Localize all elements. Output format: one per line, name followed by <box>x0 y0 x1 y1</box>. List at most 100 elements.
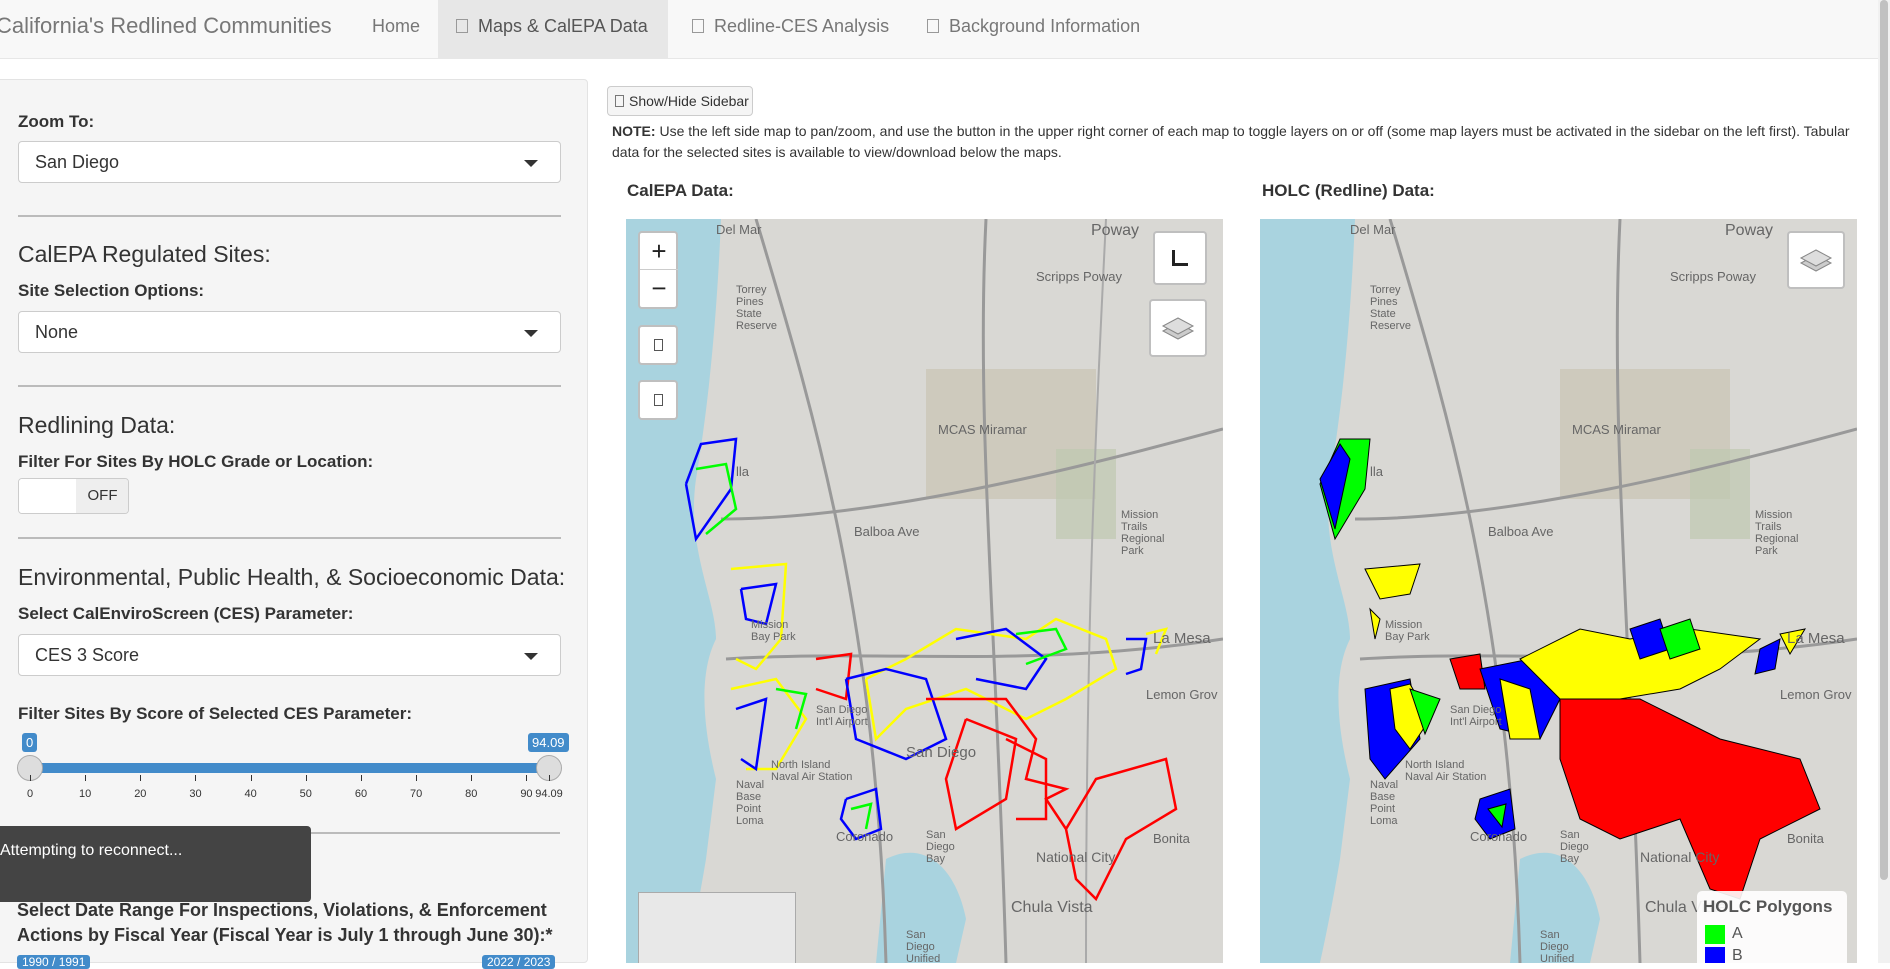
map-tool-button-1[interactable] <box>638 325 678 365</box>
map-label-la-jolla: lla <box>736 464 750 479</box>
toggle-knob <box>19 479 77 513</box>
map-label-torrey-pines: Torrey Pines State Reserve <box>1370 284 1411 332</box>
zoom-to-select[interactable]: San Diego <box>18 141 561 183</box>
map-label-sd-unified: San Diego Unified <box>906 929 941 963</box>
toggle-state: OFF <box>76 479 128 513</box>
map-label-sd-bay: San Diego Bay <box>926 829 955 865</box>
scrollbar-thumb[interactable] <box>1880 0 1888 880</box>
ces-param-select[interactable]: CES 3 Score <box>18 634 561 676</box>
calepa-heading: CalEPA Regulated Sites: <box>18 241 271 267</box>
holc-legend: HOLC Polygons A B <box>1697 891 1847 963</box>
slider-tick <box>85 775 87 781</box>
redlining-heading: Redlining Data: <box>18 412 176 438</box>
zoom-in-button[interactable]: + <box>640 233 678 270</box>
site-selection-label: Site Selection Options: <box>18 281 205 300</box>
fullscreen-button[interactable] <box>1153 231 1207 285</box>
slider-tick <box>250 775 252 781</box>
slider-tick <box>360 775 362 781</box>
slider-tick-label: 20 <box>134 788 147 800</box>
legend-label-a: A <box>1732 925 1743 942</box>
map-label-naval-base: Naval Base Point Loma <box>1370 779 1399 827</box>
map-label-bonita: Bonita <box>1153 831 1190 846</box>
slider-tick <box>526 775 528 781</box>
map-label-sd-airport: San Diego Int'l Airport <box>816 704 868 728</box>
divider <box>18 537 561 539</box>
score-slider-track[interactable] <box>32 763 551 773</box>
ces-param-label: Select CalEnviroScreen (CES) Parameter: <box>18 604 354 623</box>
calepa-map-canvas <box>626 219 1223 963</box>
page-scrollbar[interactable] <box>1878 0 1890 963</box>
show-hide-label: Show/Hide Sidebar <box>629 93 749 109</box>
slider-tick <box>471 775 473 781</box>
slider-tick-label: 70 <box>409 788 423 800</box>
zoom-out-button[interactable]: − <box>651 273 667 303</box>
map-label-lemon-grove: Lemon Grov <box>1146 687 1218 702</box>
zoom-to-label: Zoom To: <box>18 112 95 131</box>
map-label-north-island: North Island Naval Air Station <box>771 759 853 783</box>
layers-control-button[interactable] <box>1149 299 1207 357</box>
chevron-down-icon <box>524 160 538 167</box>
map-label-sd-bay: San Diego Bay <box>1560 829 1589 865</box>
map-label-national-city: National City <box>1036 849 1116 865</box>
tab-redline-ces-analysis[interactable]: Redline-CES Analysis <box>674 0 907 58</box>
tab-home[interactable]: Home <box>354 0 438 58</box>
note-text: NOTE: Use the left side map to pan/zoom,… <box>612 121 1857 163</box>
slider-tick-label: 50 <box>299 788 312 800</box>
legend-swatch-b <box>1705 947 1725 963</box>
tab-background-information[interactable]: Background Information <box>909 0 1158 58</box>
chevron-down-icon <box>524 653 538 660</box>
map-label-lemon-grove: Lemon Grov <box>1780 687 1852 702</box>
map-label-national-city: National City <box>1640 849 1720 865</box>
reconnect-text: Attempting to reconnect... <box>0 842 183 859</box>
slider-tick <box>549 775 550 781</box>
map-label-del-mar: Del Mar <box>716 222 762 237</box>
map-label-naval-base: Naval Base Point Loma <box>736 779 765 827</box>
minimap[interactable] <box>638 892 796 963</box>
legend-swatch-a <box>1705 925 1725 944</box>
divider <box>18 215 561 217</box>
slider-tick-label: 10 <box>79 788 92 800</box>
slider-tick <box>305 775 307 781</box>
map-label-la-mesa: La Mesa <box>1153 630 1211 647</box>
map-tool-button-2[interactable] <box>638 380 678 420</box>
map-label-mcas: MCAS Miramar <box>938 422 1027 437</box>
map-label-scripps-poway: Scripps Poway <box>1670 269 1756 284</box>
map-label-coronado: Coronado <box>836 829 894 844</box>
date-range-label: Select Date Range For Inspections, Viola… <box>17 900 553 945</box>
sidebar-panel: Zoom To: San Diego CalEPA Regulated Site… <box>0 79 588 963</box>
zoom-to-value: San Diego <box>35 152 120 172</box>
slider-from-label: 0 <box>22 733 38 752</box>
divider <box>18 385 561 387</box>
map-label-poway: Poway <box>1725 222 1774 239</box>
slider-tick-label: 90 <box>520 788 533 800</box>
map-label-mission-trails: Mission Trails Regional Park <box>1755 509 1799 557</box>
tab-analysis-label: Redline-CES Analysis <box>714 16 890 36</box>
holc-map-canvas <box>1260 219 1857 963</box>
map-label-chula-vista: Chula Vista <box>1011 899 1093 916</box>
left-map-title: CalEPA Data: <box>627 181 734 200</box>
slider-tick-label: 30 <box>189 788 202 800</box>
tool-icon <box>654 339 663 351</box>
tab-background-label: Background Information <box>949 16 1141 36</box>
map-label-mcas: MCAS Miramar <box>1572 422 1661 437</box>
legend-title: HOLC Polygons <box>1703 897 1833 916</box>
slider-tick <box>416 775 418 781</box>
tab-maps-calepa-data[interactable]: Maps & CalEPA Data <box>438 0 668 58</box>
fullscreen-icon <box>1172 250 1188 266</box>
site-selection-select[interactable]: None <box>18 311 561 353</box>
holc-filter-toggle[interactable]: OFF <box>18 478 129 514</box>
map-label-sd-airport: San Diego Int'l Airport <box>1450 704 1502 728</box>
map-label-scripps-poway: Scripps Poway <box>1036 269 1122 284</box>
show-hide-sidebar-button[interactable]: Show/Hide Sidebar <box>607 86 753 116</box>
map-label-mission-bay: Mission Bay Park <box>1385 619 1430 643</box>
sidebar-icon <box>615 95 624 107</box>
calepa-map[interactable]: Del Mar Poway Scripps Poway Torrey Pines… <box>626 219 1223 963</box>
date-to-label: 2022 / 2023 <box>482 955 556 969</box>
holc-map[interactable]: Del Mar Poway Scripps Poway Torrey Pines… <box>1260 219 1857 963</box>
layers-control-button[interactable] <box>1787 231 1845 289</box>
map-label-mission-bay: Mission Bay Park <box>751 619 796 643</box>
slider-tick-label: 94.09 <box>535 788 563 800</box>
legend-label-b: B <box>1732 947 1743 963</box>
map-label-la-mesa: La Mesa <box>1787 630 1845 647</box>
zoom-control: + − <box>638 231 678 309</box>
